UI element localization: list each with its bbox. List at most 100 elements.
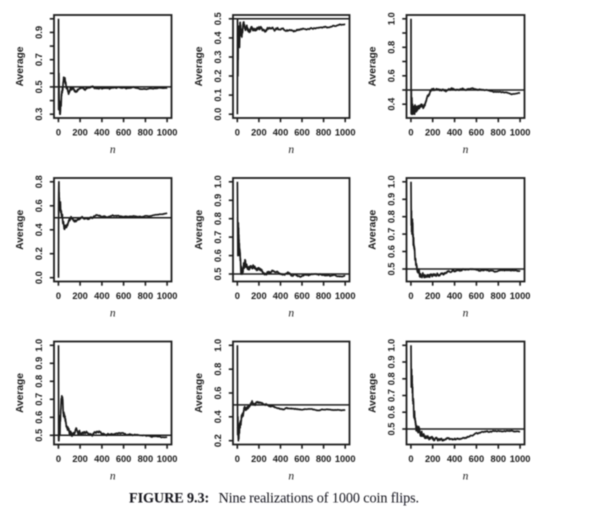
svg-text:0.6: 0.6	[34, 199, 44, 212]
svg-text:200: 200	[251, 291, 267, 301]
svg-text:0.9: 0.9	[213, 194, 223, 207]
svg-text:0.6: 0.6	[387, 245, 397, 258]
svg-text:n: n	[463, 471, 469, 483]
svg-text:200: 200	[72, 291, 88, 301]
svg-text:n: n	[288, 144, 294, 156]
svg-text:n: n	[110, 144, 116, 156]
svg-text:Average: Average	[194, 373, 205, 413]
svg-text:0.2: 0.2	[34, 247, 44, 260]
svg-text:0.7: 0.7	[34, 53, 44, 66]
svg-text:1000: 1000	[335, 128, 356, 138]
svg-text:800: 800	[491, 128, 507, 138]
svg-text:1.0: 1.0	[387, 12, 397, 25]
svg-text:0.4: 0.4	[213, 31, 223, 45]
svg-text:1000: 1000	[335, 291, 356, 301]
svg-text:0.4: 0.4	[387, 97, 397, 111]
svg-text:n: n	[288, 308, 294, 320]
svg-text:400: 400	[94, 291, 110, 301]
svg-text:200: 200	[251, 128, 267, 138]
svg-text:0: 0	[235, 128, 240, 138]
svg-text:1000: 1000	[510, 128, 531, 138]
svg-text:0.0: 0.0	[34, 271, 44, 284]
svg-text:1000: 1000	[335, 454, 356, 464]
svg-text:1.0: 1.0	[213, 339, 223, 352]
svg-text:n: n	[463, 144, 469, 156]
svg-text:0.5: 0.5	[387, 263, 397, 276]
svg-text:0.6: 0.6	[34, 411, 44, 424]
svg-text:0.9: 0.9	[387, 356, 397, 369]
svg-text:1000: 1000	[157, 291, 178, 301]
svg-text:600: 600	[116, 128, 132, 138]
svg-text:1.0: 1.0	[387, 339, 397, 352]
svg-text:Average: Average	[15, 46, 26, 86]
svg-text:0.8: 0.8	[387, 210, 397, 223]
svg-text:0.6: 0.6	[387, 406, 397, 419]
svg-text:0.7: 0.7	[387, 228, 397, 241]
svg-text:0.8: 0.8	[213, 363, 223, 376]
svg-text:0.5: 0.5	[213, 12, 223, 25]
svg-text:0.8: 0.8	[34, 175, 44, 188]
svg-text:FIGURE 9.3: Nine realizations: FIGURE 9.3: Nine realizations of 1000 co…	[129, 491, 419, 507]
svg-text:400: 400	[447, 291, 463, 301]
svg-text:0.0: 0.0	[213, 108, 223, 121]
svg-text:n: n	[110, 308, 116, 320]
svg-text:200: 200	[425, 128, 441, 138]
svg-text:Average: Average	[367, 373, 378, 413]
svg-text:Average: Average	[15, 373, 26, 413]
svg-text:400: 400	[273, 128, 289, 138]
svg-text:0.7: 0.7	[387, 389, 397, 402]
svg-text:0.9: 0.9	[387, 193, 397, 206]
svg-text:0.8: 0.8	[387, 41, 397, 54]
svg-text:600: 600	[469, 454, 485, 464]
svg-text:800: 800	[316, 128, 332, 138]
svg-text:800: 800	[138, 291, 154, 301]
svg-text:0.3: 0.3	[34, 108, 44, 121]
svg-text:400: 400	[94, 128, 110, 138]
svg-text:0.5: 0.5	[387, 423, 397, 436]
svg-text:0.7: 0.7	[213, 231, 223, 244]
svg-text:600: 600	[469, 128, 485, 138]
svg-text:600: 600	[294, 128, 310, 138]
svg-text:0.6: 0.6	[387, 69, 397, 82]
svg-text:1.0: 1.0	[213, 175, 223, 188]
svg-text:0: 0	[235, 454, 240, 464]
svg-text:1000: 1000	[157, 454, 178, 464]
svg-text:n: n	[288, 471, 294, 483]
svg-text:0: 0	[56, 291, 61, 301]
svg-text:400: 400	[273, 291, 289, 301]
svg-text:600: 600	[294, 291, 310, 301]
svg-text:800: 800	[491, 454, 507, 464]
svg-text:Average: Average	[194, 210, 205, 250]
svg-text:0.2: 0.2	[213, 70, 223, 83]
svg-text:0.9: 0.9	[34, 26, 44, 39]
svg-text:0: 0	[56, 128, 61, 138]
svg-text:600: 600	[116, 454, 132, 464]
svg-text:200: 200	[72, 128, 88, 138]
svg-text:0.1: 0.1	[213, 89, 223, 102]
svg-text:Average: Average	[367, 210, 378, 250]
svg-text:400: 400	[447, 454, 463, 464]
svg-text:1000: 1000	[510, 454, 531, 464]
svg-text:800: 800	[138, 128, 154, 138]
svg-text:1.0: 1.0	[387, 175, 397, 188]
svg-text:0.4: 0.4	[34, 223, 44, 237]
svg-text:1000: 1000	[510, 291, 531, 301]
svg-text:200: 200	[425, 291, 441, 301]
svg-text:1000: 1000	[157, 128, 178, 138]
svg-text:0.5: 0.5	[213, 268, 223, 281]
svg-text:0.5: 0.5	[34, 429, 44, 442]
svg-text:0: 0	[408, 454, 413, 464]
svg-text:800: 800	[491, 291, 507, 301]
svg-text:800: 800	[138, 454, 154, 464]
svg-text:200: 200	[251, 454, 267, 464]
svg-text:n: n	[110, 471, 116, 483]
svg-text:800: 800	[316, 291, 332, 301]
svg-text:0: 0	[235, 291, 240, 301]
svg-text:400: 400	[273, 454, 289, 464]
svg-text:600: 600	[116, 291, 132, 301]
svg-text:200: 200	[72, 454, 88, 464]
svg-text:200: 200	[425, 454, 441, 464]
svg-text:Average: Average	[194, 46, 205, 86]
svg-text:1.0: 1.0	[34, 339, 44, 352]
svg-text:n: n	[463, 308, 469, 320]
